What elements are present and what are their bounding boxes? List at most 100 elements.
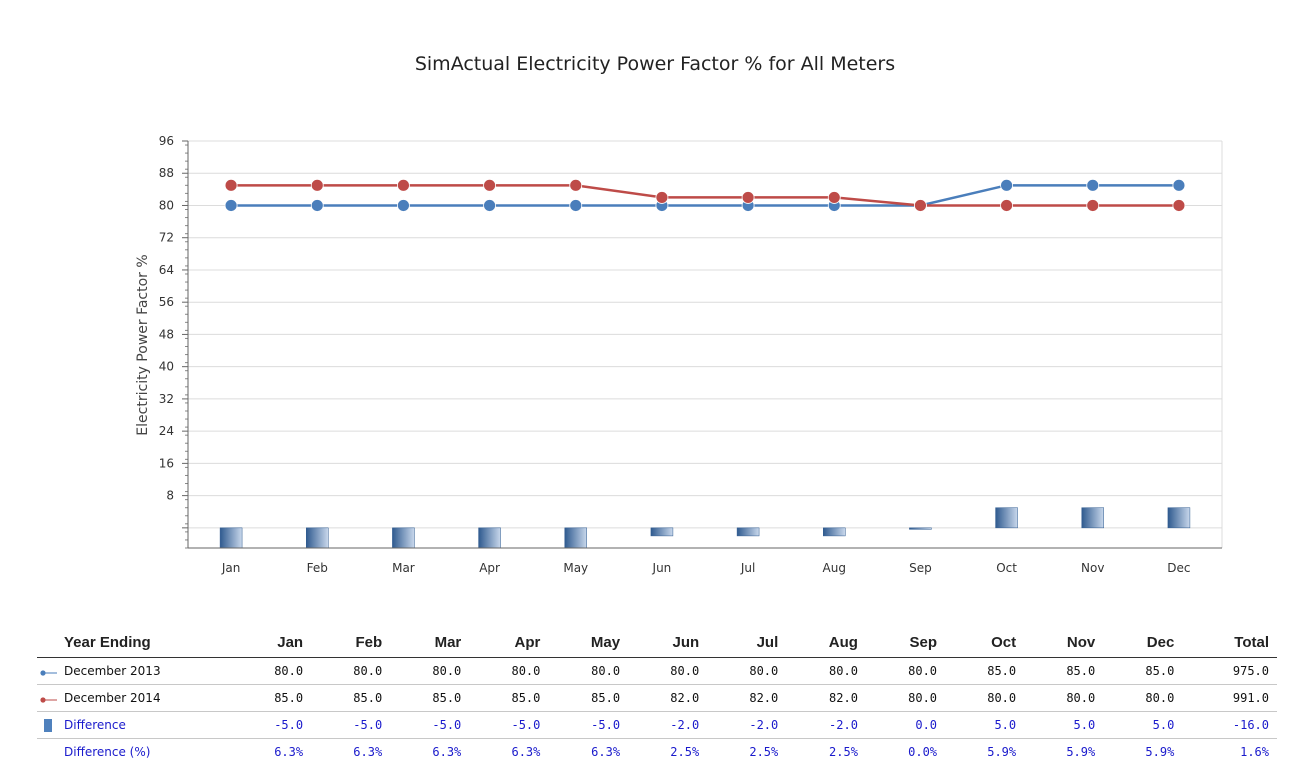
table-cell: 1.6%: [1240, 745, 1269, 759]
table-header-cell: Jan: [232, 630, 312, 658]
table-cell: 6.3%: [353, 745, 383, 759]
table-cell: 80.0: [1103, 684, 1183, 712]
row-label-text: December 2014: [64, 690, 161, 705]
table-cell: 80.0: [1024, 684, 1104, 712]
series-point: [827, 191, 841, 204]
difference-bar: [392, 527, 415, 549]
table-header-cell: Feb: [311, 630, 391, 658]
difference-bar: [306, 527, 329, 549]
y-tick-label: 56: [159, 295, 174, 309]
table-row: Difference (%) 6.3% 6.3% 6.3% 6.3% 6.3% 2.5% 2.…: [37, 739, 1277, 765]
y-tick-label: 72: [159, 231, 174, 245]
table-cell: 0.0%: [908, 745, 938, 759]
table-header-row: Year Ending Jan Feb Mar Apr May Jun Jul Aug Sep Oc…: [37, 630, 1277, 658]
table-cell: 5.0: [1103, 711, 1183, 739]
x-tick-label: Jun: [652, 561, 672, 575]
table-cell: 85.0: [390, 684, 470, 712]
difference-bar: [823, 527, 846, 537]
table-cell: 82.0: [707, 684, 787, 712]
row-label-text: December 2013: [64, 663, 161, 678]
table-cell: -2.0: [707, 711, 787, 739]
series-point: [655, 191, 669, 204]
table-cell: 80.0: [469, 657, 549, 685]
x-tick-label: Nov: [1081, 561, 1104, 575]
series-point: [1086, 178, 1100, 192]
table-header-label: Year Ending: [37, 630, 232, 658]
table-cell: 6.3%: [432, 745, 462, 759]
table-header-cell: Sep: [865, 630, 946, 658]
series-point: [1172, 178, 1186, 192]
table-cell: 80.0: [865, 684, 946, 712]
table-body: December 2013 80.0 80.0 80.0 80.0 80.0 80.0 80.…: [37, 657, 1277, 765]
x-tick-label: Jan: [221, 561, 241, 575]
table-cell: 2.5%: [670, 745, 700, 759]
table-cell: 85.0: [1024, 657, 1104, 685]
x-tick-label: Dec: [1167, 561, 1190, 575]
table-header-cell: Oct: [945, 630, 1025, 658]
table-cell: 80.0: [628, 657, 708, 685]
series-point: [914, 199, 927, 212]
table-cell: 6.3%: [274, 745, 304, 759]
table-cell: 5.9%: [987, 745, 1017, 759]
difference-bars: [219, 507, 1191, 549]
table-cell: 80.0: [865, 657, 946, 685]
chart-area: 8 16 24 32 40 48 56 64 72 80 88 96 Jan Feb Mar Apr May Ju…: [135, 134, 1223, 575]
table-header-cell: Apr: [469, 630, 549, 658]
table-cell: 5.0: [1024, 711, 1104, 739]
difference-bar: [219, 527, 243, 549]
table-cell: 6.3%: [591, 745, 621, 759]
table-header-cell: Total: [1182, 630, 1277, 658]
table-cell: 80.0: [390, 657, 470, 685]
table-row: Difference -5.0 -5.0 -5.0 -5.0 -5.0 -2.0 -2.0 -2…: [37, 711, 1277, 739]
series-point: [1000, 199, 1013, 212]
table-header-cell: May: [548, 630, 629, 658]
table-header-cell: Jun: [628, 630, 708, 658]
axes: 8 16 24 32 40 48 56 64 72 80 88 96 Jan Feb Mar Apr May Ju…: [159, 134, 1222, 575]
table-cell: 5.9%: [1145, 745, 1175, 759]
row-label: December 2014: [37, 684, 232, 712]
table-cell: 6.3%: [511, 745, 541, 759]
table-header-cell: Nov: [1024, 630, 1104, 658]
y-tick-label: 16: [159, 456, 174, 470]
row-label: December 2013: [37, 657, 232, 685]
x-tick-label: Aug: [823, 561, 846, 575]
difference-bar: [995, 507, 1018, 529]
row-label-text: Difference (%): [64, 744, 151, 759]
series-point: [1000, 178, 1013, 192]
series-point: [741, 191, 755, 204]
table-cell: -2.0: [628, 711, 708, 739]
y-tick-label: 40: [159, 360, 174, 374]
table-cell: -5.0: [548, 711, 629, 739]
series-line: [231, 184, 1179, 207]
difference-bar: [909, 527, 932, 530]
table-cell: 82.0: [628, 684, 708, 712]
table-cell: 80.0: [707, 657, 787, 685]
table-cell: 80.0: [311, 657, 391, 685]
x-tick-label: Oct: [996, 561, 1017, 575]
difference-bar: [736, 527, 760, 537]
x-tick-label: Feb: [307, 561, 328, 575]
y-tick-label: 8: [166, 489, 174, 503]
table-cell: 2.5%: [749, 745, 779, 759]
difference-bar: [1081, 507, 1104, 529]
table-cell: 80.0: [786, 657, 866, 685]
row-label: Difference (%): [37, 739, 232, 765]
y-tick-label: 88: [159, 166, 174, 180]
table-header-cell: Aug: [786, 630, 866, 658]
legend-blue-line-icon: [37, 664, 59, 678]
table-cell: 85.0: [469, 684, 549, 712]
difference-bar: [478, 527, 501, 549]
table-cell: -5.0: [311, 711, 391, 739]
table-header-cell: Jul: [707, 630, 787, 658]
table-cell: -2.0: [786, 711, 866, 739]
table-cell: 82.0: [786, 684, 866, 712]
series-point: [397, 199, 410, 212]
table-row: December 2014 85.0 85.0 85.0 85.0 85.0 82.0 82.…: [37, 684, 1277, 712]
series-line: [231, 184, 1179, 207]
table-cell: 975.0: [1182, 657, 1277, 685]
x-tick-label: May: [563, 561, 588, 575]
series-lines: [224, 178, 1186, 212]
series-point: [1172, 199, 1186, 212]
legend-bar-icon: [37, 718, 59, 733]
table-row: December 2013 80.0 80.0 80.0 80.0 80.0 80.0 80.…: [37, 657, 1277, 685]
